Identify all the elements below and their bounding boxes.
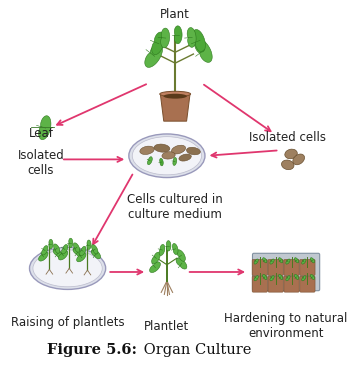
Ellipse shape bbox=[162, 152, 175, 159]
Text: Figure 5.6:: Figure 5.6: bbox=[47, 343, 137, 357]
Polygon shape bbox=[53, 244, 60, 253]
FancyBboxPatch shape bbox=[300, 259, 315, 276]
Polygon shape bbox=[152, 32, 164, 55]
Text: Cells cultured in
culture medium: Cells cultured in culture medium bbox=[127, 193, 223, 221]
Polygon shape bbox=[193, 30, 205, 52]
Polygon shape bbox=[42, 246, 48, 255]
Polygon shape bbox=[279, 274, 283, 280]
Polygon shape bbox=[254, 276, 258, 281]
Ellipse shape bbox=[164, 94, 187, 98]
Ellipse shape bbox=[132, 137, 202, 175]
Text: Isolated cells: Isolated cells bbox=[249, 131, 326, 144]
FancyBboxPatch shape bbox=[252, 253, 320, 291]
Ellipse shape bbox=[171, 145, 185, 154]
Polygon shape bbox=[302, 259, 306, 264]
Polygon shape bbox=[286, 276, 290, 281]
Polygon shape bbox=[294, 274, 299, 280]
Ellipse shape bbox=[187, 147, 200, 155]
Polygon shape bbox=[92, 245, 98, 254]
FancyBboxPatch shape bbox=[252, 259, 267, 276]
Ellipse shape bbox=[33, 250, 102, 287]
Polygon shape bbox=[174, 26, 182, 44]
Polygon shape bbox=[152, 252, 160, 264]
Ellipse shape bbox=[160, 91, 190, 97]
Ellipse shape bbox=[281, 160, 294, 169]
Polygon shape bbox=[166, 241, 171, 251]
Polygon shape bbox=[145, 44, 163, 67]
Polygon shape bbox=[279, 258, 283, 263]
FancyBboxPatch shape bbox=[300, 276, 315, 292]
Polygon shape bbox=[310, 274, 315, 280]
Polygon shape bbox=[161, 28, 170, 48]
Polygon shape bbox=[294, 258, 299, 263]
Ellipse shape bbox=[129, 134, 205, 178]
Text: Raising of plantlets: Raising of plantlets bbox=[11, 316, 124, 329]
Ellipse shape bbox=[29, 247, 106, 290]
Text: Plant: Plant bbox=[160, 8, 190, 20]
Polygon shape bbox=[302, 276, 306, 281]
Polygon shape bbox=[80, 246, 86, 256]
Polygon shape bbox=[73, 243, 80, 252]
FancyBboxPatch shape bbox=[284, 276, 299, 292]
Polygon shape bbox=[270, 259, 274, 264]
Polygon shape bbox=[254, 259, 258, 264]
Ellipse shape bbox=[285, 149, 297, 159]
Ellipse shape bbox=[154, 144, 170, 152]
Polygon shape bbox=[173, 157, 176, 165]
Polygon shape bbox=[160, 94, 190, 121]
Polygon shape bbox=[286, 259, 290, 264]
Polygon shape bbox=[77, 253, 86, 262]
Text: Leaf: Leaf bbox=[29, 127, 54, 141]
Ellipse shape bbox=[293, 154, 305, 165]
Polygon shape bbox=[194, 38, 212, 62]
Polygon shape bbox=[176, 258, 187, 269]
Polygon shape bbox=[39, 116, 51, 140]
FancyBboxPatch shape bbox=[268, 259, 283, 276]
Polygon shape bbox=[263, 258, 267, 263]
Text: Organ Culture: Organ Culture bbox=[139, 343, 251, 357]
Polygon shape bbox=[147, 157, 152, 165]
Polygon shape bbox=[159, 244, 165, 255]
Text: Isolated
cells: Isolated cells bbox=[18, 149, 64, 177]
Polygon shape bbox=[150, 262, 160, 273]
Polygon shape bbox=[49, 239, 53, 249]
Polygon shape bbox=[270, 276, 274, 281]
Ellipse shape bbox=[179, 154, 191, 161]
Polygon shape bbox=[177, 250, 185, 261]
Polygon shape bbox=[62, 244, 68, 254]
Polygon shape bbox=[53, 249, 62, 258]
Text: Plantlet: Plantlet bbox=[144, 320, 189, 333]
Polygon shape bbox=[87, 240, 91, 250]
Polygon shape bbox=[91, 250, 101, 259]
Text: Hardening to natural
environment: Hardening to natural environment bbox=[224, 313, 348, 340]
Polygon shape bbox=[187, 27, 196, 47]
Polygon shape bbox=[39, 252, 48, 261]
Ellipse shape bbox=[140, 146, 154, 154]
Polygon shape bbox=[58, 251, 68, 260]
Polygon shape bbox=[310, 258, 315, 263]
Polygon shape bbox=[173, 243, 178, 254]
Polygon shape bbox=[160, 158, 163, 166]
Polygon shape bbox=[69, 238, 73, 248]
FancyBboxPatch shape bbox=[252, 276, 267, 292]
FancyBboxPatch shape bbox=[284, 259, 299, 276]
Polygon shape bbox=[263, 274, 267, 280]
FancyBboxPatch shape bbox=[268, 276, 283, 292]
Polygon shape bbox=[73, 248, 82, 257]
